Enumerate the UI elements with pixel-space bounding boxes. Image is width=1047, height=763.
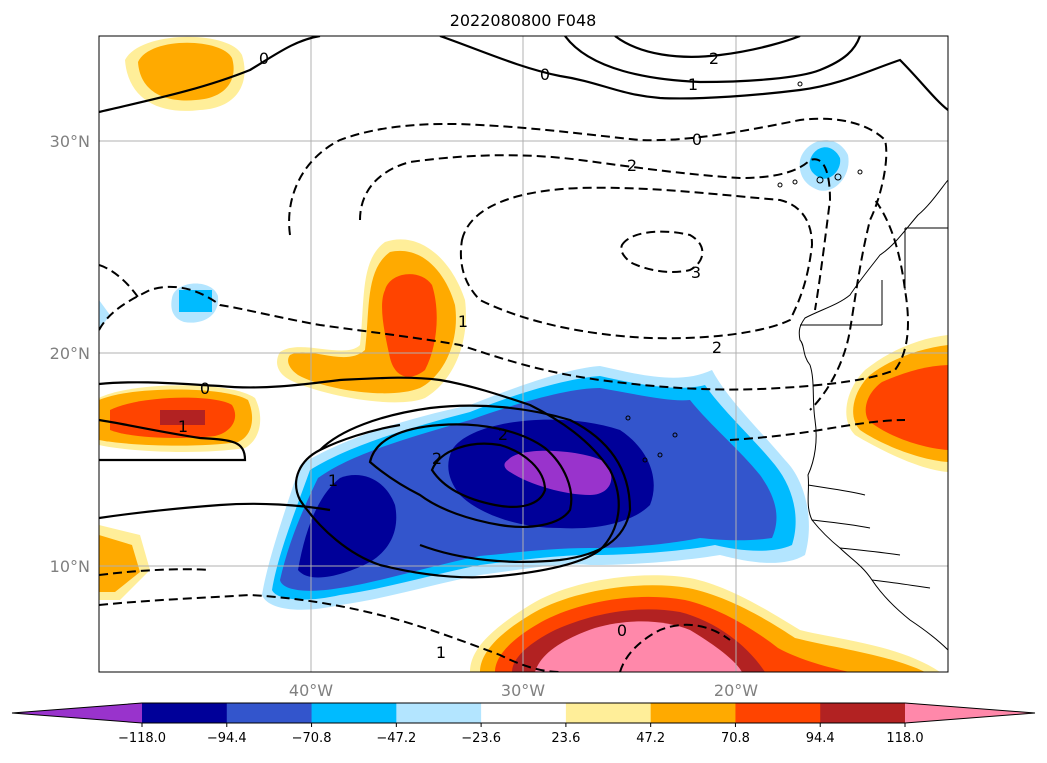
- colorbar-segment: [142, 703, 228, 723]
- positive-anomaly-west-peak: [160, 410, 205, 425]
- longitude-labels: 40°W 30°W 20°W: [289, 681, 758, 700]
- colorbar-tick-label: 118.0: [886, 731, 923, 746]
- contour-label: 2: [712, 338, 722, 357]
- colorbar-extend-low: [12, 703, 142, 723]
- colorbar-segment: [311, 703, 397, 723]
- colorbar-segment: [565, 703, 652, 723]
- positive-anomaly-south-extreme: [535, 621, 742, 672]
- colorbar-tick-label: −118.0: [118, 731, 166, 746]
- contour-label: 2: [432, 449, 442, 468]
- contour-label: 2: [498, 425, 508, 444]
- positive-anomaly-nw-core: [138, 42, 234, 101]
- lon-label-20w: 20°W: [714, 681, 758, 700]
- lon-label-40w: 40°W: [289, 681, 333, 700]
- lat-label-30n: 30°N: [50, 132, 90, 151]
- contour-label: 1: [436, 643, 446, 662]
- contour-label: 0: [692, 130, 702, 149]
- colorbar-tick-label: 47.2: [636, 731, 665, 746]
- contour-label: 2: [627, 156, 637, 175]
- map-frame: [98, 35, 949, 673]
- negative-anomaly-canary-core: [809, 147, 841, 179]
- contour-label: 1: [178, 417, 188, 436]
- colorbar-segment: [481, 703, 567, 723]
- lat-label-20n: 20°N: [50, 344, 90, 363]
- colorbar-segment: [226, 703, 313, 723]
- contour-label: 0: [259, 49, 269, 68]
- contour-label: 0: [617, 621, 627, 640]
- coastlines: [625, 81, 948, 651]
- contour-label: 1: [328, 471, 338, 490]
- colorbar-segment: [650, 703, 736, 723]
- colorbar-tick-label: −47.2: [376, 731, 416, 746]
- colorbar-tick-label: 23.6: [551, 731, 580, 746]
- contour-label: 1: [688, 75, 698, 94]
- latitude-labels: 30°N 20°N 10°N: [50, 132, 90, 576]
- colorbar-segment: [820, 703, 906, 723]
- contour-label-group: 2 1 0 0 0 1 1 2 2 0 2 3 1 2 0 1: [178, 49, 722, 662]
- contour-label: 3: [691, 263, 701, 282]
- lon-label-30w: 30°W: [501, 681, 545, 700]
- positive-anomaly-edge-south-core: [99, 535, 140, 592]
- positive-anomaly-central-max: [382, 274, 437, 377]
- positive-anomaly-east-max: [865, 365, 948, 450]
- graticule: [99, 36, 948, 672]
- negative-anomaly-spot-core: [179, 290, 212, 312]
- colorbar-tick-label: 70.8: [721, 731, 750, 746]
- map-panel: 2 1 0 0 0 1 1 2 2 0 2 3 1 2 0 1: [98, 35, 949, 673]
- contour-label: 0: [540, 65, 550, 84]
- lat-label-10n: 10°N: [50, 557, 90, 576]
- colorbar: −118.0 −94.4 −70.8 −47.2 −23.6 23.6 47.2 70.8 94…: [11, 702, 1036, 746]
- colorbar-tick-label: −23.6: [461, 731, 501, 746]
- colorbar-segment: [396, 703, 482, 723]
- solid-contours: [99, 36, 948, 579]
- negative-anomaly-main-strong-west: [298, 475, 397, 578]
- contour-label: 2: [709, 49, 719, 68]
- dashed-contours: [99, 117, 909, 672]
- colorbar-segment: [735, 703, 821, 723]
- negative-anomaly-edge: [99, 300, 110, 330]
- figure-title: 2022080800 F048: [450, 11, 597, 30]
- contour-label: 0: [200, 379, 210, 398]
- colorbar-tick-label: −94.4: [207, 731, 247, 746]
- colorbar-tick-label: 94.4: [806, 731, 835, 746]
- colorbar-tick-label: −70.8: [292, 731, 332, 746]
- colorbar-extend-high: [905, 703, 1035, 723]
- contour-label: 1: [458, 312, 468, 331]
